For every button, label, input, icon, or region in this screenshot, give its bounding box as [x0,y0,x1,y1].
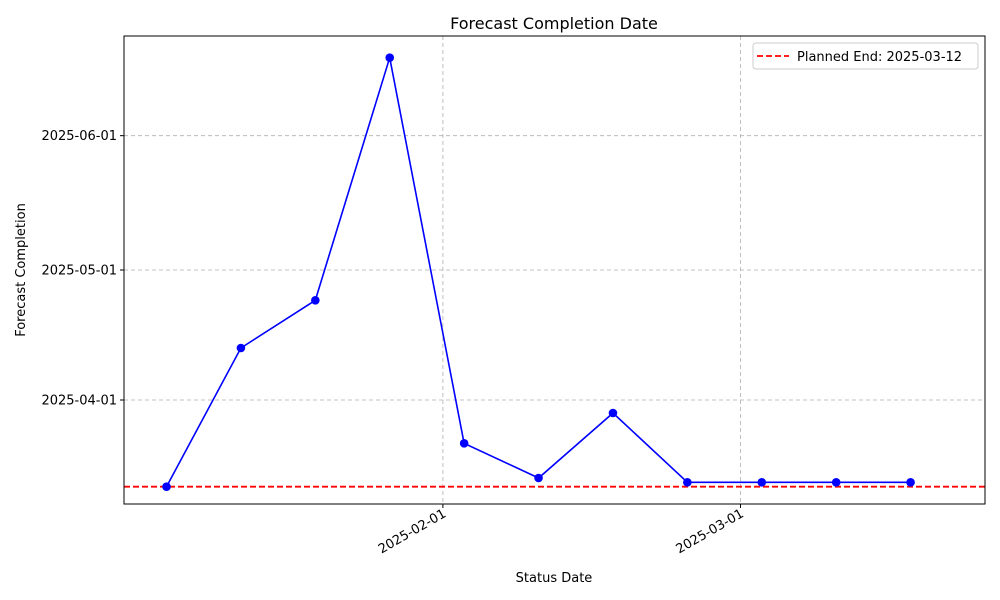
data-point [831,478,841,487]
data-point [534,473,543,483]
x-tick-label: 2025-03-01 [674,506,747,557]
y-tick-label: 2025-04-01 [41,394,117,409]
x-axis-ticks: 2025-02-01 2025-03-01 [376,504,747,557]
data-point [906,478,915,487]
data-point [683,478,692,487]
data-point [236,343,246,353]
legend-box [752,42,979,70]
legend-label-planned-end: Planned End: 2025-03-12 [797,50,962,65]
data-point [459,439,469,448]
series-layer [162,53,915,491]
chart-title: Forecast Completion Date [450,14,658,33]
legend: Planned End: 2025-03-12 [752,42,979,70]
y-tick-label: 2025-05-01 [41,264,117,279]
y-axis-ticks: 2025-04-01 2025-05-01 2025-06-01 [41,129,124,409]
grid-lines [124,36,985,504]
y-tick-label: 2025-06-01 [41,129,117,144]
data-point [162,482,171,491]
forecast-series-line [165,57,911,488]
y-axis-label: Forecast Completion [14,203,29,337]
x-tick-label: 2025-02-01 [376,506,449,557]
data-point [608,408,618,418]
data-point [757,478,767,487]
x-axis-label: Status Date [516,571,593,586]
data-point [385,53,395,62]
data-point [311,296,320,305]
